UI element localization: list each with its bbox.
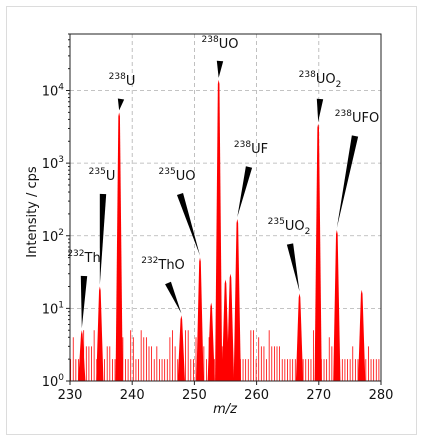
x-tick-label: 270 [306,388,331,403]
y-tick-label: 100 [42,373,65,390]
peak-bar [295,293,304,381]
peak-annotations: 232Th 235U 238U 232ThO 235UO 238UO 238UF 235UO2… [67,35,379,329]
x-tick-label: 280 [369,388,394,403]
annotation-arrow [237,166,253,218]
annotation-label: 232ThO [141,256,185,273]
x-axis-title: m/z [213,402,238,417]
annotation-label: 232Th [67,249,100,266]
annotation-arrow [286,243,300,292]
annotation-label: 238UO2 [299,70,342,90]
annotation-arrow [117,98,125,111]
peak-bar [226,273,235,381]
annotation-label: 238UO [202,35,239,52]
y-tick-label: 102 [42,228,64,245]
y-tick-label: 103 [42,155,64,172]
annotation-arrow [216,60,224,78]
x-tick-label: 260 [244,388,269,403]
axes: 230 240 250 260 270 280 100 101 102 103 104 [42,33,394,403]
peak-bar [78,330,86,381]
plot-area-border [69,33,382,382]
annotation-arrow [165,281,182,314]
annotation-arrow [316,98,324,122]
annotation-label: 238UFO [335,109,379,126]
y-tick-label: 104 [42,83,65,100]
annotation-label: 238UF [234,140,268,157]
annotation-arrow [176,193,200,256]
x-tick-label: 250 [182,388,207,403]
x-tick-label: 240 [120,388,145,403]
annotation-label: 238U [109,72,136,89]
peak-bar [314,123,322,381]
peak-bar [233,219,241,381]
y-tick-label: 101 [42,300,64,317]
peak-bar [207,302,215,381]
y-axis-title: Intensity / cps [25,166,40,258]
peak-bar [177,315,185,381]
peak-bar [196,257,204,381]
annotation-arrow [80,275,88,329]
annotation-label: 235U [89,167,116,184]
peak-bar [115,112,123,381]
peak-bar [215,79,223,382]
peak-bar [333,230,341,381]
annotation-label: 235UO [159,167,196,184]
annotation-label: 235UO2 [268,217,311,237]
peak-bar [96,286,104,381]
annotation-arrow [336,135,359,229]
peak-bar [358,289,366,381]
x-tick-label: 230 [58,388,83,403]
spectrum-bars [70,79,380,382]
peak-bar [221,279,230,381]
annotation-arrow [99,193,107,285]
